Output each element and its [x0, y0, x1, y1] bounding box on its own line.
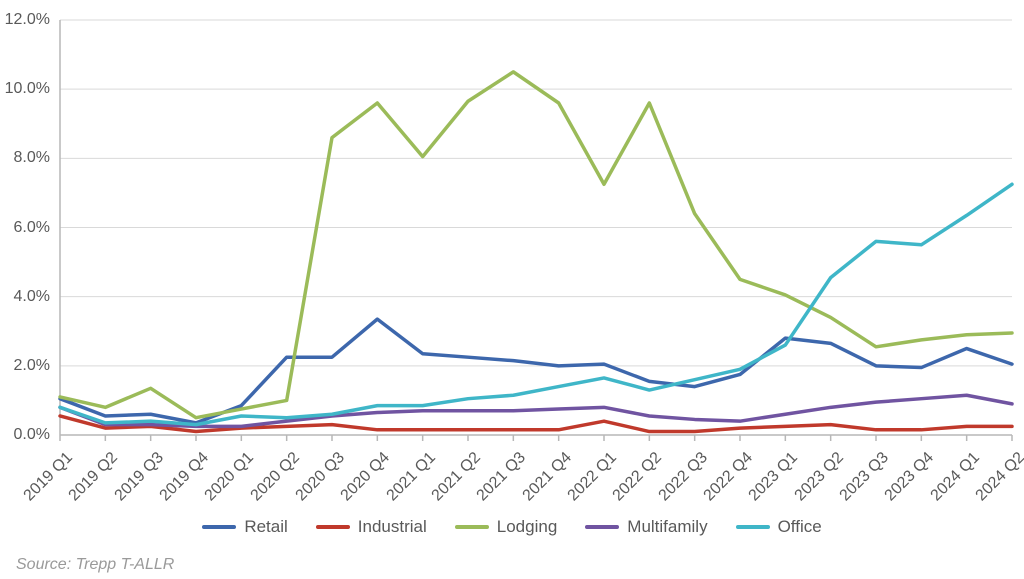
legend-item-retail: Retail	[202, 517, 287, 537]
legend-label: Multifamily	[627, 517, 707, 537]
source-text: Source: Trepp T-ALLR	[16, 556, 174, 574]
legend-item-industrial: Industrial	[316, 517, 427, 537]
legend-item-multifamily: Multifamily	[585, 517, 707, 537]
legend-swatch	[736, 525, 770, 529]
y-tick-label: 8.0%	[14, 149, 50, 167]
legend-swatch	[202, 525, 236, 529]
legend-item-office: Office	[736, 517, 822, 537]
line-chart	[0, 0, 1024, 579]
y-tick-label: 10.0%	[5, 80, 50, 98]
y-tick-label: 2.0%	[14, 357, 50, 375]
legend-item-lodging: Lodging	[455, 517, 558, 537]
legend-swatch	[455, 525, 489, 529]
y-tick-label: 6.0%	[14, 219, 50, 237]
legend-label: Industrial	[358, 517, 427, 537]
legend-swatch	[585, 525, 619, 529]
legend: Retail Industrial Lodging Multifamily Office	[0, 516, 1024, 537]
series-retail	[60, 319, 1012, 423]
series-office	[60, 184, 1012, 424]
legend-label: Retail	[244, 517, 287, 537]
legend-label: Office	[778, 517, 822, 537]
chart-container: 0.0%2.0%4.0%6.0%8.0%10.0%12.0% 2019 Q120…	[0, 0, 1024, 579]
y-tick-label: 12.0%	[5, 11, 50, 29]
y-tick-label: 0.0%	[14, 426, 50, 444]
y-tick-label: 4.0%	[14, 288, 50, 306]
legend-swatch	[316, 525, 350, 529]
legend-label: Lodging	[497, 517, 558, 537]
